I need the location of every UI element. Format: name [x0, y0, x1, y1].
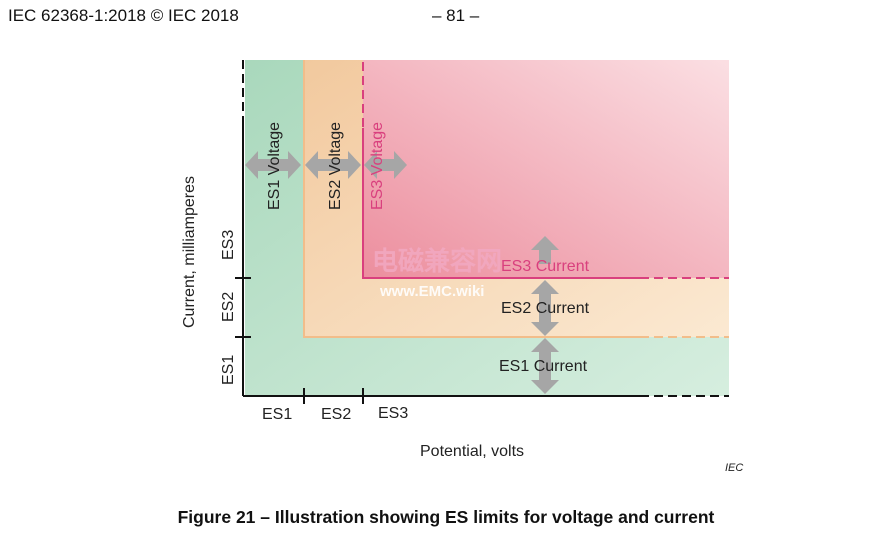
x-tick-es1: ES1: [262, 406, 292, 423]
es3-boundary-dashed: [362, 62, 729, 279]
y-tick-es1: ES1: [220, 355, 237, 385]
es1-voltage-label: ES1 Voltage: [266, 122, 283, 210]
es2-current-arrow: [531, 280, 559, 336]
watermark-cn: 电磁兼容网: [372, 246, 502, 276]
es1-current-label: ES1 Current: [499, 358, 588, 375]
es3-voltage-arrow: [364, 151, 407, 179]
figure-caption: Figure 21 – Illustration showing ES limi…: [177, 507, 715, 527]
es-limits-figure: 电磁兼容网 www.EMC.wiki ES1 Voltage ES2 Volta…: [181, 60, 743, 474]
es2-voltage-arrow: [305, 151, 361, 179]
y-axis-label: Current, milliamperes: [181, 176, 198, 328]
es3-boundary: [362, 128, 640, 279]
es3-voltage-label: ES3 Voltage: [369, 122, 386, 210]
es1-current-arrow: [531, 338, 559, 394]
es1-voltage-arrow: [245, 151, 301, 179]
y-tick-es3: ES3: [220, 230, 237, 260]
es2-current-label: ES2 Current: [501, 300, 590, 317]
x-tick-es3: ES3: [378, 405, 408, 422]
axis-ticks: [235, 277, 364, 404]
es3-current-arrow: [531, 236, 559, 264]
es2-boundary: [303, 60, 640, 338]
watermark-url: www.EMC.wiki: [379, 283, 484, 300]
y-tick-es2: ES2: [220, 292, 237, 322]
es2-voltage-label: ES2 Voltage: [327, 122, 344, 210]
standard-header: IEC 62368-1:2018 © IEC 2018: [8, 6, 239, 25]
x-axis-label: Potential, volts: [420, 443, 524, 460]
x-tick-es2: ES2: [321, 406, 351, 423]
page-number: – 81 –: [432, 6, 480, 25]
iec-mark: IEC: [725, 462, 743, 474]
es3-current-label: ES3 Current: [501, 258, 590, 275]
